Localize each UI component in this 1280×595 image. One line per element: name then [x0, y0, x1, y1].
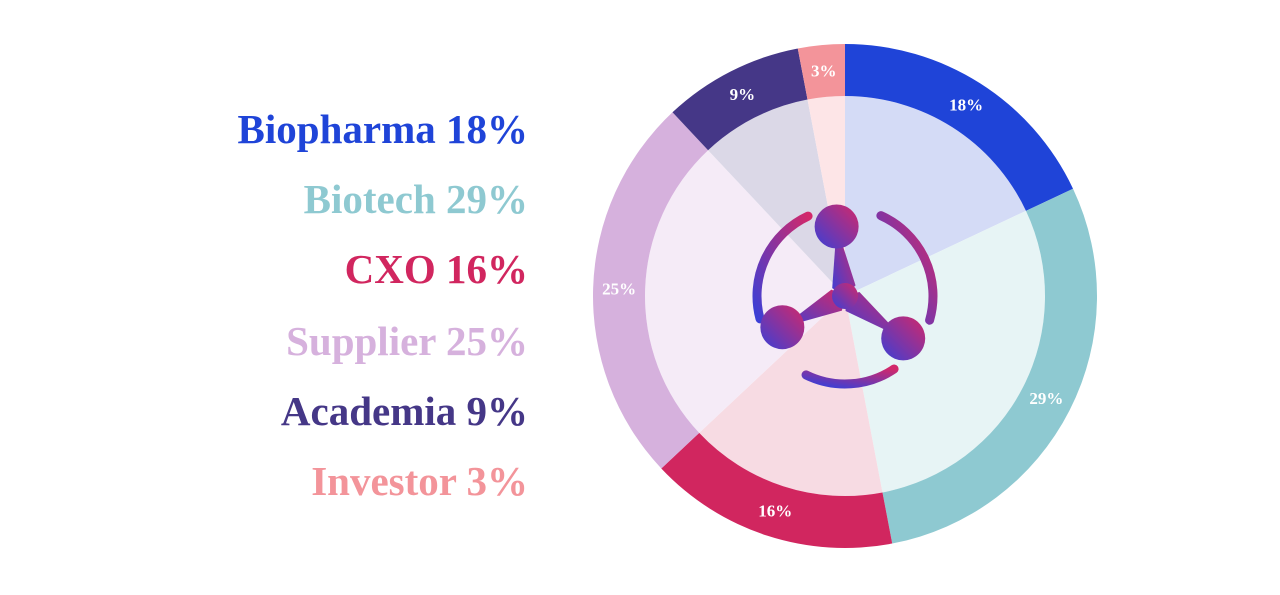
slice-outer-biotech: [882, 188, 1098, 544]
legend-item-biopharma: Biopharma 18%: [238, 104, 528, 154]
slice-label-supplier: 25%: [602, 279, 636, 298]
slice-inner-biopharma: [845, 96, 1026, 296]
slice-outer-investor: [797, 44, 845, 100]
legend-value-biopharma: 18%: [446, 106, 528, 152]
legend-label-academia: Academia: [280, 388, 457, 434]
legend-value-academia: 9%: [466, 388, 529, 434]
slice-inner-biotech: [845, 210, 1046, 493]
legend-item-cxo: CXO 16%: [345, 244, 528, 294]
legend-item-supplier: Supplier 25%: [286, 316, 528, 366]
slice-outer-cxo: [661, 432, 893, 549]
legend-label-investor: Investor: [311, 458, 457, 504]
legend-item-academia: Academia 9%: [281, 386, 528, 436]
slice-label-biotech: 29%: [1029, 389, 1063, 408]
legend-value-biotech: 29%: [446, 176, 528, 222]
slice-outer-academia: [672, 48, 808, 151]
legend-label-cxo: CXO: [344, 246, 436, 292]
legend-item-biotech: Biotech 29%: [304, 174, 528, 224]
slice-label-investor: 3%: [811, 62, 837, 81]
slice-inner-supplier: [645, 150, 845, 433]
slice-label-academia: 9%: [730, 85, 756, 104]
slice-outer-supplier: [592, 112, 709, 469]
tri-lobe-logo-icon: [752, 204, 938, 389]
legend-item-investor: Investor 3%: [311, 456, 528, 506]
legend-value-investor: 3%: [466, 458, 529, 504]
slice-outer-biopharma: [845, 43, 1074, 211]
legend-label-supplier: Supplier: [286, 318, 436, 364]
legend-label-biopharma: Biopharma: [237, 106, 436, 152]
slice-label-cxo: 16%: [758, 501, 792, 520]
slice-label-biopharma: 18%: [949, 96, 983, 115]
slice-inner-cxo: [699, 296, 883, 497]
legend-value-supplier: 25%: [446, 318, 528, 364]
legend-value-cxo: 16%: [446, 246, 528, 292]
chart-legend: Biopharma 18% Biotech 29% CXO 16% Suppli…: [0, 0, 528, 595]
legend-label-biotech: Biotech: [303, 176, 436, 222]
slice-inner-academia: [708, 99, 845, 296]
